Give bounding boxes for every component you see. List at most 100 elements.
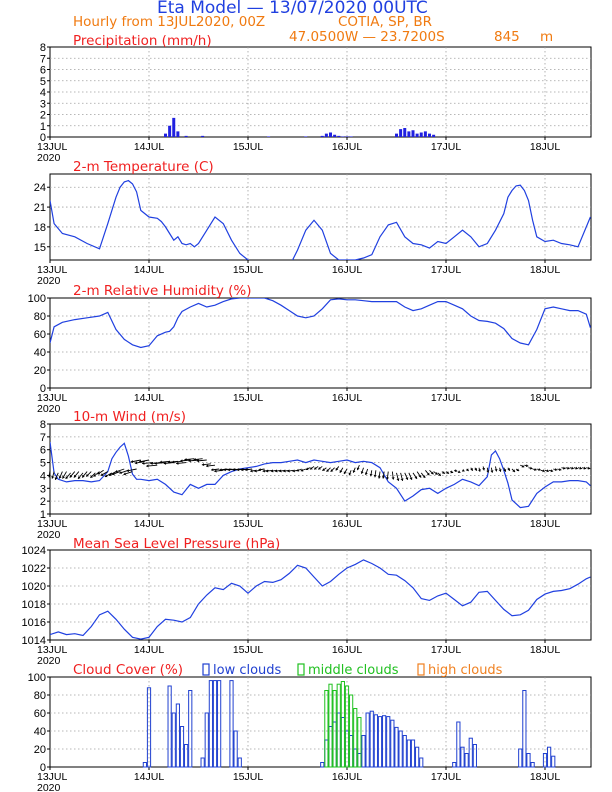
cloud-bar <box>229 680 234 768</box>
precip-ytick-label: 5 <box>40 76 46 88</box>
wind-arrow-head <box>258 468 261 472</box>
wind-arrow-head <box>310 466 313 470</box>
wind-arrow-head <box>529 466 533 470</box>
wind-arrow-head <box>47 474 51 478</box>
wind-arrow-head <box>167 460 171 464</box>
wind-arrow-head <box>112 472 115 476</box>
clouds-year-label: 2020 <box>37 782 61 792</box>
precip-day-label: 17JUL <box>431 141 462 153</box>
coordinates: 47.0500W — 23.7200S <box>289 29 445 45</box>
cloud-bar <box>526 753 531 768</box>
wind-ytick-label: 7 <box>40 432 46 444</box>
cloud-bar <box>406 739 411 768</box>
wind-arrow-head <box>318 466 321 470</box>
cloud-bar <box>369 710 374 768</box>
wind-arrow-head <box>82 474 85 478</box>
wind-arrow-head <box>446 471 449 474</box>
wind-arrow-head <box>305 467 309 471</box>
precip-bar <box>337 135 341 137</box>
wind-arrow-head <box>69 474 73 478</box>
wind-arrow-head <box>322 468 326 471</box>
clouds-ytick-label: 100 <box>28 672 46 684</box>
wind-arrow-head <box>348 472 352 476</box>
cloud-bar <box>167 685 172 768</box>
wind-arrow-head <box>314 466 317 470</box>
cloud-bar <box>204 712 209 768</box>
wind-arrow-head <box>300 468 304 472</box>
mslp-line <box>50 559 591 640</box>
clouds-ytick-label: 0 <box>40 762 46 774</box>
wind-arrow-head <box>534 467 537 471</box>
wind-arrow-head <box>287 469 290 473</box>
cloud-bar <box>361 735 366 768</box>
clouds-title: Cloud Cover (%) <box>73 662 183 678</box>
temp-day-label: 13JUL <box>37 264 68 276</box>
cloud-bar <box>332 690 337 768</box>
precip-bar <box>345 136 349 137</box>
wind-ytick-label: 6 <box>40 445 46 457</box>
clouds-ytick-label: 40 <box>34 726 46 738</box>
wind-day-label: 14JUL <box>134 518 165 530</box>
wind-arrow-head <box>516 468 520 472</box>
mslp-ytick-label: 1024 <box>22 545 46 557</box>
wind-arrow-head <box>211 468 214 472</box>
wind-arrow-head <box>507 468 510 471</box>
cloud-bar <box>208 680 213 768</box>
wind-day-label: 18JUL <box>530 518 561 530</box>
precip-bar <box>267 136 271 137</box>
precip-bar <box>201 135 205 137</box>
precip-bar <box>423 131 427 137</box>
cloud-bar <box>386 716 391 768</box>
wind-arrow-head <box>51 476 55 479</box>
precip-bar <box>329 132 332 137</box>
wind-arrow-head <box>558 467 562 471</box>
cloud-bar <box>398 730 403 768</box>
cloud-bar <box>394 726 399 768</box>
cloud-bar <box>179 726 185 768</box>
clouds-day-label: 18JUL <box>530 771 561 783</box>
cloud-bar <box>146 687 152 768</box>
wind-arrow-head <box>426 472 430 476</box>
precip-ytick-label: 6 <box>40 65 46 77</box>
wind-arrow-head <box>250 469 253 473</box>
cloud-bar <box>357 717 362 768</box>
cloud-bar <box>468 737 473 768</box>
temp-day-label: 16JUL <box>332 264 363 276</box>
wind-arrow-head <box>159 460 162 464</box>
mslp-ytick-label: 1016 <box>22 617 46 629</box>
wind-arrow-head <box>265 469 269 473</box>
wind-arrow-head <box>73 474 77 478</box>
mslp-ytick-label: 1022 <box>22 563 46 575</box>
wind-arrow-head <box>454 469 458 473</box>
rh-ytick-label: 100 <box>28 293 46 305</box>
wind-arrow-head <box>512 469 515 472</box>
precip-ytick-label: 1 <box>40 121 46 133</box>
precip-bar <box>349 136 353 137</box>
wind-arrow-head <box>477 469 481 472</box>
wind-arrow-head <box>583 466 587 470</box>
legend-label: middle clouds <box>308 663 399 678</box>
precip-bar <box>432 134 436 137</box>
wind-arrow-head <box>54 477 58 480</box>
temp-ytick-label: 15 <box>34 242 46 254</box>
wind-ytick-label: 2 <box>40 496 46 508</box>
wind-arrow-head <box>176 461 179 465</box>
wind-arrow-head <box>550 469 554 473</box>
precip-ytick-label: 2 <box>40 110 46 122</box>
mslp-year-label: 2020 <box>37 655 61 667</box>
rh-ytick-label: 60 <box>34 329 46 341</box>
temp-day-label: 17JUL <box>431 264 462 276</box>
rh-day-label: 17JUL <box>431 392 462 404</box>
cloud-bar <box>237 757 242 768</box>
clouds-ytick-label: 20 <box>34 744 46 756</box>
wind-arrow-head <box>100 473 104 476</box>
temp-ytick-label: 24 <box>34 182 46 194</box>
cloud-bar <box>530 762 535 768</box>
cloud-bar <box>377 716 383 768</box>
precip-bar <box>399 129 403 137</box>
cloud-bar <box>344 685 350 768</box>
clouds-day-label: 17JUL <box>431 771 462 783</box>
legend-swatch <box>297 663 305 676</box>
wind-arrow-head <box>58 475 62 479</box>
